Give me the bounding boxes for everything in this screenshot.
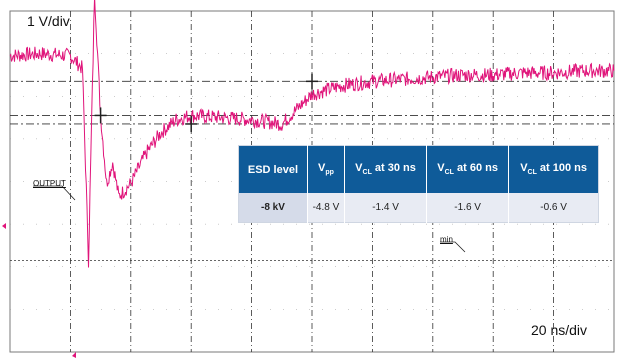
header-vcl-60ns: VCL at 60 ns [426,145,510,193]
left-edge-marker [2,223,6,229]
table-row: -8 kV -4.8 V -1.4 V -1.6 V -0.6 V [238,193,599,223]
min-label-leader [440,241,466,253]
header-vpp: Vpp [307,145,345,193]
output-trace [9,0,615,268]
reference-lines [10,80,614,261]
cursor-marker-1 [94,107,107,124]
min-reference-label: min [440,235,453,244]
bottom-edge-marker [72,352,76,358]
cursor-marker-2 [185,115,198,132]
cell-vpp: -4.8 V [307,193,345,223]
header-vcl-30ns: VCL at 30 ns [344,145,428,193]
volts-per-div-label: 1 V/div [27,13,70,29]
time-per-div-label: 20 ns/div [531,322,588,338]
cell-vcl-100ns: -0.6 V [508,193,599,223]
cell-vcl-60ns: -1.6 V [426,193,510,223]
header-vcl-100ns: VCL at 100 ns [508,145,599,193]
cursor-markers [94,73,318,132]
esd-measurement-table: ESD level Vpp VCL at 30 ns VCL at 60 ns … [238,145,599,223]
cell-esd-level: -8 kV [238,193,308,223]
cursor-marker-3 [306,73,318,90]
cell-vcl-30ns: -1.4 V [344,193,428,223]
output-trace-label: OUTPUT [33,179,66,188]
table-header-row: ESD level Vpp VCL at 30 ns VCL at 60 ns … [238,145,599,193]
output-label-leader [33,185,76,201]
header-esd-level: ESD level [238,145,308,193]
